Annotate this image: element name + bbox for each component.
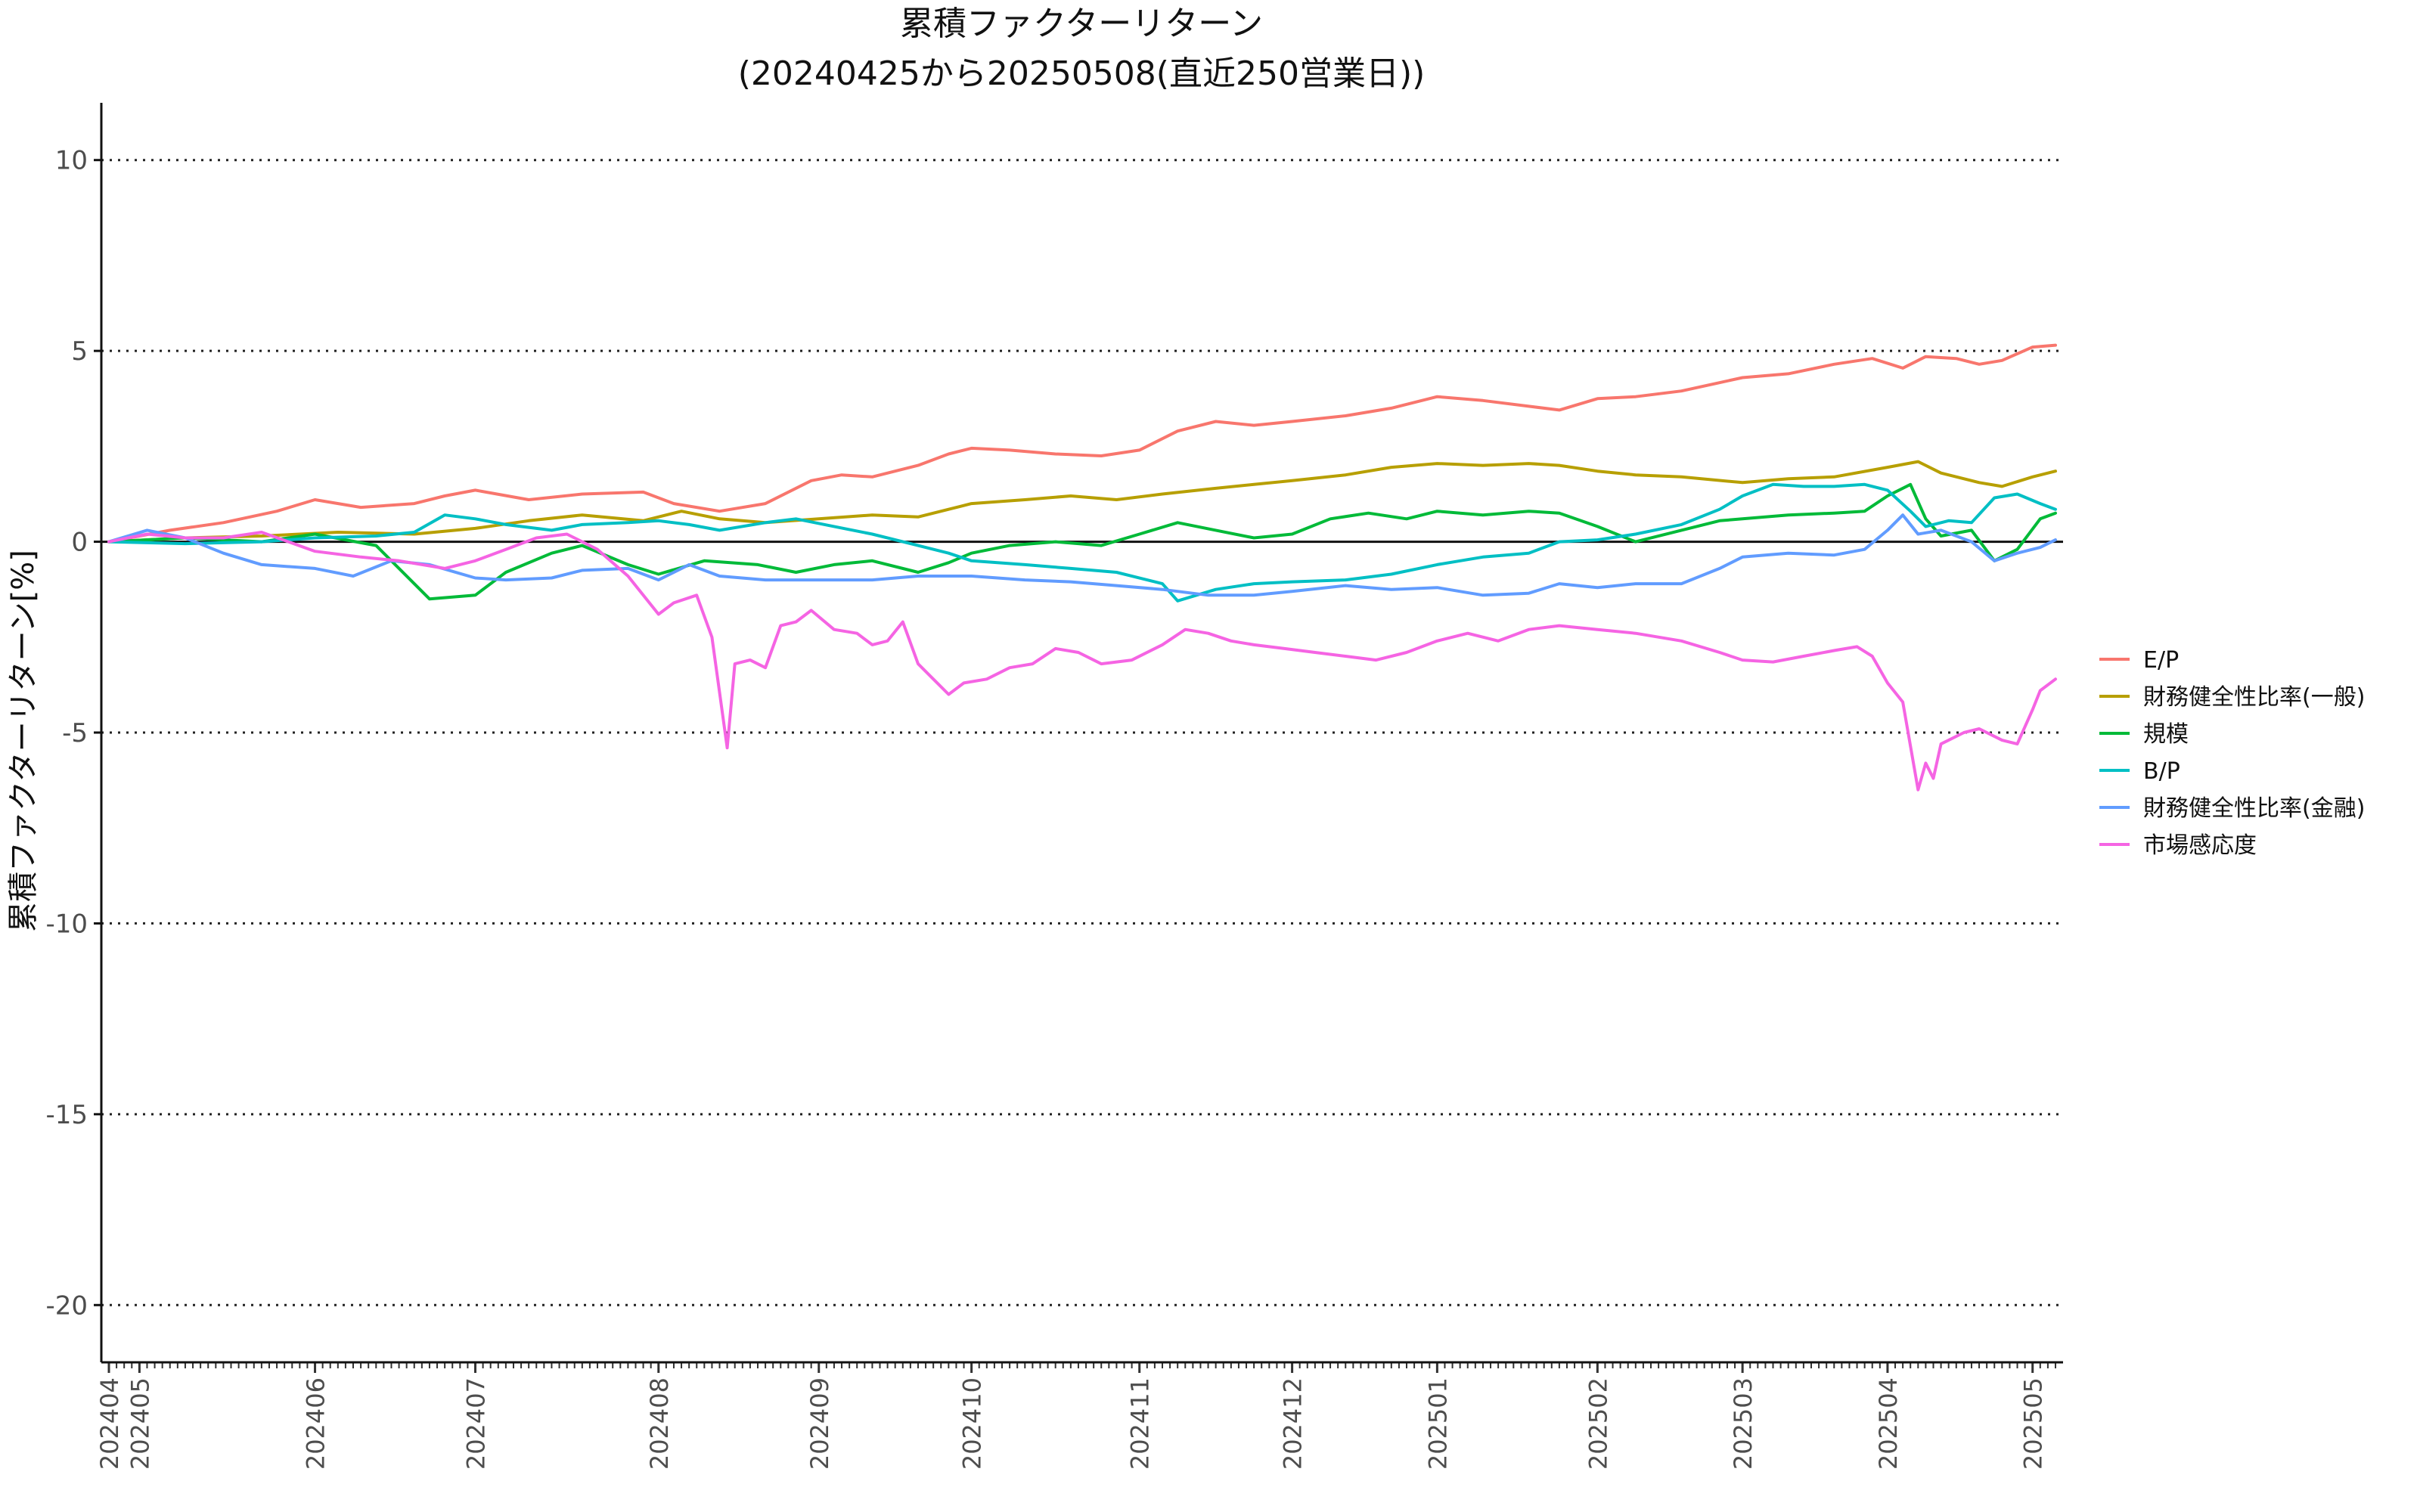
x-tick-label-0: 202404 [95, 1377, 124, 1470]
x-tick-label-2: 202406 [302, 1377, 330, 1470]
y-tick-label-0: 10 [55, 146, 88, 176]
chart-subtitle: (20240425から20250508(直近250営業日)) [738, 54, 1426, 93]
x-tick-label-8: 202412 [1279, 1377, 1308, 1470]
x-axis-ticks: 202404 202405 202406 202407 202408 202409 2024… [95, 1362, 2056, 1470]
series-line-5 [107, 531, 2057, 792]
chart-title: 累積ファクターリターン [900, 5, 1263, 43]
x-tick-label-3: 202407 [462, 1377, 491, 1470]
legend-label-4: 財務健全性比率(金融) [2143, 795, 2365, 822]
legend: E/P 財務健全性比率(一般) 規模 B/P 財務健全性比率(金融) 市場感応度 [2099, 647, 2365, 859]
x-tick-label-4: 202408 [645, 1377, 674, 1470]
series-line-0 [107, 343, 2057, 544]
y-tick-label-4: -10 [45, 909, 88, 939]
series-lines [107, 343, 2057, 792]
x-tick-label-10: 202502 [1584, 1377, 1612, 1470]
x-tick-label-13: 202505 [2019, 1377, 2048, 1470]
series-line-4 [107, 513, 2057, 597]
gridlines [101, 159, 2063, 1306]
y-axis-label: 累積ファクターリターン[%] [6, 550, 41, 932]
y-tick-label-2: 0 [71, 528, 88, 558]
legend-label-3: B/P [2143, 758, 2180, 785]
x-tick-label-7: 202411 [1126, 1377, 1155, 1470]
y-tick-label-5: -15 [45, 1100, 88, 1130]
x-tick-label-5: 202409 [805, 1377, 834, 1470]
x-tick-label-6: 202410 [958, 1377, 987, 1470]
x-tick-label-11: 202503 [1729, 1377, 1758, 1470]
y-tick-label-3: -5 [62, 718, 88, 748]
series-line-1 [107, 460, 2057, 544]
x-tick-label-1: 202405 [126, 1377, 154, 1470]
y-tick-label-6: -20 [45, 1290, 88, 1321]
series-line-2 [107, 482, 2057, 601]
y-axis-ticks: 10 5 0 -5 -10 -15 -20 [45, 146, 101, 1321]
x-tick-label-9: 202501 [1423, 1377, 1452, 1470]
legend-label-2: 規模 [2143, 721, 2189, 748]
axes [100, 103, 2063, 1364]
x-tick-label-12: 202504 [1874, 1377, 1903, 1470]
legend-label-1: 財務健全性比率(一般) [2143, 684, 2365, 711]
legend-label-5: 市場感応度 [2143, 832, 2257, 859]
legend-label-0: E/P [2143, 647, 2179, 674]
y-tick-label-1: 5 [71, 336, 88, 367]
